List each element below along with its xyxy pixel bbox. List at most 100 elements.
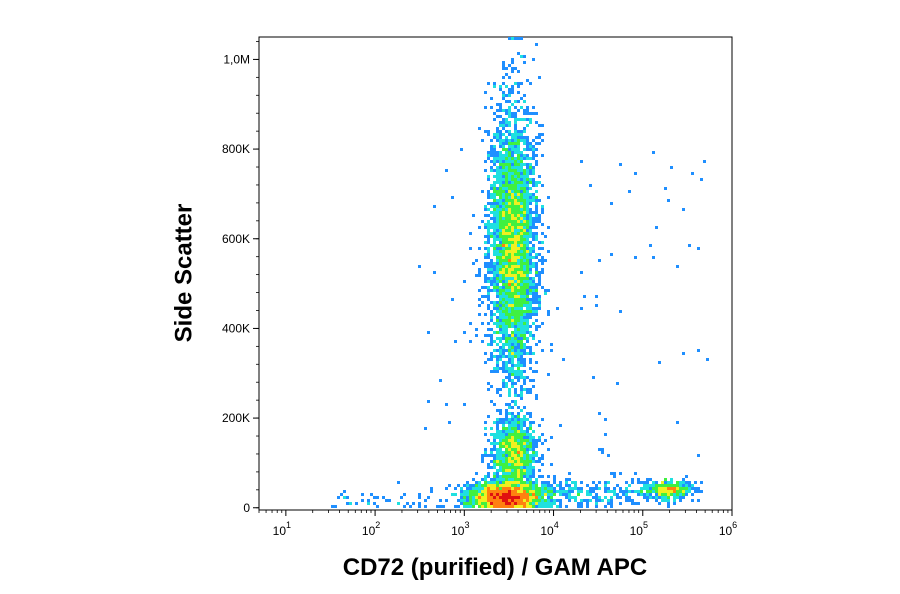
density-cell — [523, 502, 526, 505]
density-cell — [541, 505, 544, 508]
density-cell — [550, 463, 553, 466]
density-cell — [526, 457, 529, 460]
density-cell — [625, 487, 628, 490]
density-cell — [508, 427, 511, 430]
density-cell — [481, 454, 484, 457]
density-cell — [502, 283, 505, 286]
density-cell — [580, 499, 583, 502]
density-cell — [502, 241, 505, 244]
density-cell — [490, 499, 493, 502]
density-cell — [523, 481, 526, 484]
density-cell — [670, 478, 673, 481]
density-cell — [499, 328, 502, 331]
density-cell — [523, 208, 526, 211]
density-cell — [499, 250, 502, 253]
density-cell — [520, 430, 523, 433]
density-cell — [607, 502, 610, 505]
density-cell — [526, 136, 529, 139]
density-cell — [493, 193, 496, 196]
density-cell — [649, 487, 652, 490]
density-cell — [496, 271, 499, 274]
density-cell — [529, 454, 532, 457]
density-cell — [499, 325, 502, 328]
density-cell — [547, 505, 550, 508]
density-cell — [511, 478, 514, 481]
density-cell — [487, 490, 490, 493]
density-cell — [505, 220, 508, 223]
density-cell — [505, 100, 508, 103]
density-cell — [517, 328, 520, 331]
density-cell — [502, 424, 505, 427]
density-cell — [487, 388, 490, 391]
density-cell — [520, 274, 523, 277]
density-cell — [532, 496, 535, 499]
density-cell — [544, 259, 547, 262]
density-cell — [568, 484, 571, 487]
density-cell — [499, 448, 502, 451]
density-cell — [502, 64, 505, 67]
density-cell — [514, 343, 517, 346]
density-cell — [574, 499, 577, 502]
density-cell — [529, 478, 532, 481]
density-cell — [529, 178, 532, 181]
density-cell — [520, 373, 523, 376]
density-cell — [511, 136, 514, 139]
density-cell — [493, 484, 496, 487]
density-cell — [457, 499, 460, 502]
density-cell — [535, 397, 538, 400]
density-cell — [448, 421, 451, 424]
density-cell — [496, 193, 499, 196]
density-cell — [508, 166, 511, 169]
density-cell — [529, 223, 532, 226]
density-cell — [589, 493, 592, 496]
density-cell — [520, 469, 523, 472]
density-cell — [511, 412, 514, 415]
density-cell — [514, 400, 517, 403]
density-cell — [520, 385, 523, 388]
density-cell — [478, 490, 481, 493]
density-cell — [661, 487, 664, 490]
density-cell — [490, 97, 493, 100]
density-cell — [511, 316, 514, 319]
density-cell — [523, 322, 526, 325]
density-cell — [484, 361, 487, 364]
density-cell — [508, 160, 511, 163]
density-cell — [511, 382, 514, 385]
density-cell — [520, 310, 523, 313]
density-cell — [526, 418, 529, 421]
density-cell — [541, 268, 544, 271]
density-cell — [556, 490, 559, 493]
density-cell — [508, 193, 511, 196]
density-cell — [508, 337, 511, 340]
density-cell — [502, 211, 505, 214]
density-cell — [529, 196, 532, 199]
density-cell — [667, 487, 670, 490]
density-cell — [517, 166, 520, 169]
density-cell — [505, 484, 508, 487]
density-cell — [598, 499, 601, 502]
density-cell — [511, 337, 514, 340]
density-cell — [514, 127, 517, 130]
density-cell — [484, 169, 487, 172]
density-cell — [478, 271, 481, 274]
density-cell — [526, 172, 529, 175]
density-cell — [493, 202, 496, 205]
density-cell — [664, 499, 667, 502]
density-cell — [655, 490, 658, 493]
density-cell — [502, 346, 505, 349]
density-cell — [508, 115, 511, 118]
density-cell — [532, 235, 535, 238]
density-cell — [463, 493, 466, 496]
density-cell — [523, 493, 526, 496]
density-cell — [484, 427, 487, 430]
density-cell — [520, 301, 523, 304]
density-cell — [484, 502, 487, 505]
density-cell — [508, 175, 511, 178]
density-cell — [499, 130, 502, 133]
density-cell — [496, 166, 499, 169]
density-cell — [505, 496, 508, 499]
density-cell — [505, 427, 508, 430]
density-cell — [664, 481, 667, 484]
density-cell — [520, 439, 523, 442]
density-cell — [523, 274, 526, 277]
